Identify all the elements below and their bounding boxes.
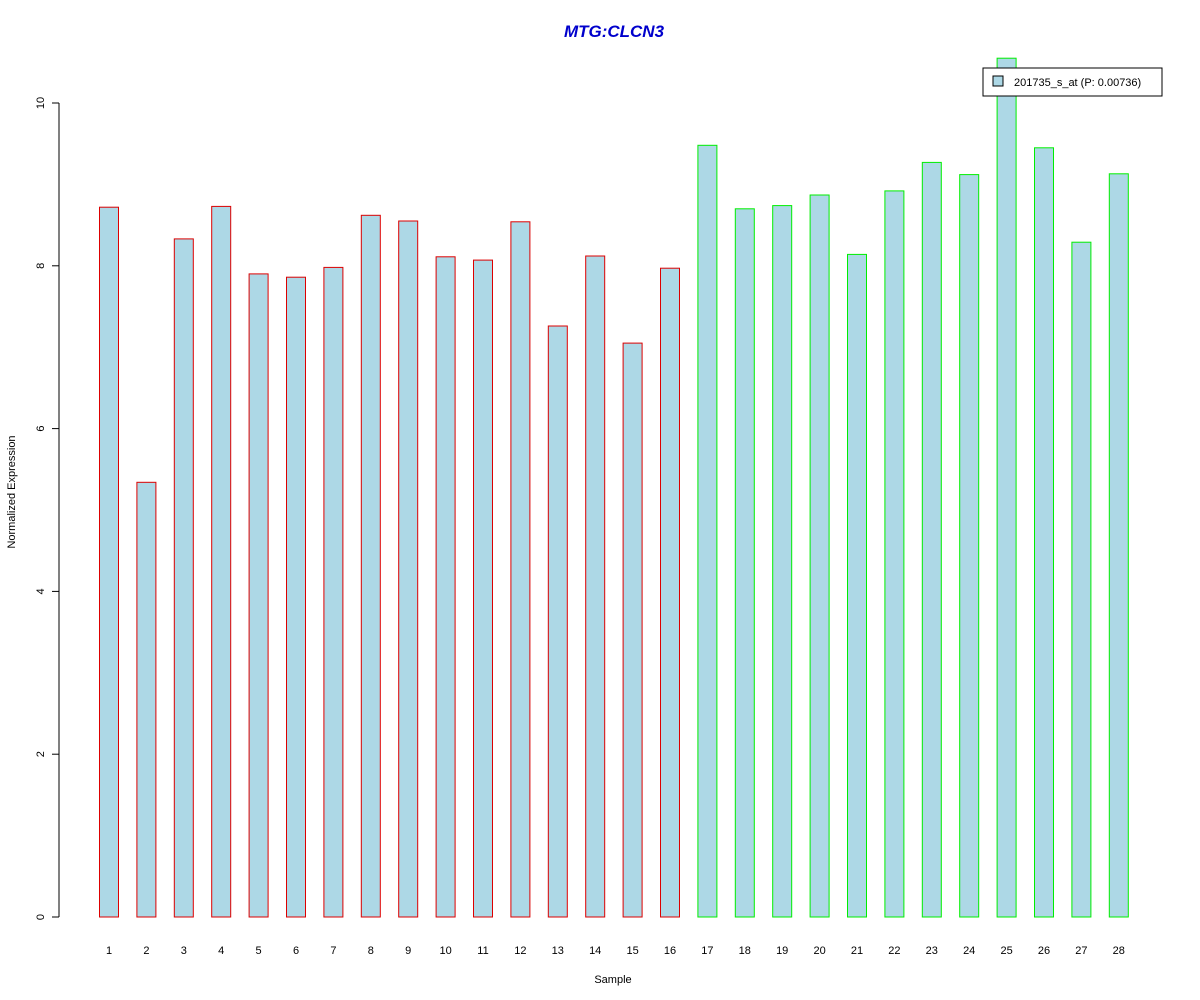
bar xyxy=(660,267,680,918)
bar xyxy=(510,221,531,918)
legend-box xyxy=(982,67,1163,97)
chart-title: MTG:CLCN3 xyxy=(564,22,665,41)
x-tick-label: 7 xyxy=(330,945,336,957)
bar xyxy=(547,325,568,918)
x-tick-label: 9 xyxy=(405,945,411,957)
bar xyxy=(809,194,830,918)
bar xyxy=(959,174,980,918)
y-tick-label: 2 xyxy=(35,751,47,757)
bar xyxy=(1108,173,1129,918)
bar xyxy=(286,276,306,918)
bar xyxy=(99,206,119,918)
x-tick-label: 13 xyxy=(552,945,564,957)
y-tick-label: 10 xyxy=(35,97,47,109)
bar xyxy=(921,161,942,918)
y-tick-label: 4 xyxy=(35,588,47,594)
x-tick-label: 10 xyxy=(439,945,451,957)
y-axis: 0 2 4 6 8 10 xyxy=(35,97,60,920)
bar xyxy=(248,273,269,918)
x-tick-label: 2 xyxy=(143,945,149,957)
x-tick-label: 6 xyxy=(293,945,299,957)
x-tick-label: 11 xyxy=(477,945,488,957)
bar xyxy=(734,208,755,918)
bar xyxy=(173,238,194,918)
x-tick-label: 27 xyxy=(1075,945,1087,957)
y-tick-label: 8 xyxy=(35,263,47,269)
y-tick-label: 0 xyxy=(35,914,47,920)
bar xyxy=(1034,147,1054,918)
bar xyxy=(398,220,419,918)
x-tick-label: 8 xyxy=(368,945,374,957)
bar xyxy=(360,214,381,918)
bar xyxy=(473,259,493,918)
legend-label: 201735_s_at (P: 0.00736) xyxy=(1014,77,1141,89)
x-tick-label: 4 xyxy=(218,945,224,957)
x-tick-label: 18 xyxy=(739,945,751,957)
legend-swatch xyxy=(992,75,1004,87)
x-axis-label: Sample xyxy=(594,974,631,986)
bar xyxy=(136,481,157,918)
bar xyxy=(585,255,606,918)
legend: 201735_s_at (P: 0.00736) xyxy=(982,67,1163,97)
x-tick-label: 1 xyxy=(106,945,112,957)
bar xyxy=(884,190,905,918)
x-tick-label: 20 xyxy=(813,945,825,957)
bar xyxy=(1071,241,1092,918)
bar xyxy=(211,205,232,918)
x-tick-labels: 1 2 3 4 5 6 7 8 9 10 11 12 13 14 15 16 17 18 19 20 21 22 23 24 2… xyxy=(106,945,1125,957)
x-tick-label: 25 xyxy=(1000,945,1012,957)
x-tick-label: 15 xyxy=(626,945,638,957)
x-tick-label: 14 xyxy=(589,945,601,957)
x-tick-label: 5 xyxy=(256,945,262,957)
bar xyxy=(323,266,344,918)
x-tick-label: 12 xyxy=(514,945,526,957)
y-tick-label: 6 xyxy=(35,426,47,432)
x-tick-label: 19 xyxy=(776,945,788,957)
bars xyxy=(99,57,1129,918)
y-axis-label: Normalized Expression xyxy=(6,435,18,548)
x-tick-label: 17 xyxy=(701,945,713,957)
x-tick-label: 26 xyxy=(1038,945,1050,957)
x-tick-label: 16 xyxy=(664,945,676,957)
bar xyxy=(622,342,643,918)
bar xyxy=(996,57,1017,918)
bar xyxy=(697,144,718,918)
bar xyxy=(772,205,793,918)
x-tick-label: 24 xyxy=(963,945,975,957)
x-tick-label: 21 xyxy=(851,945,863,957)
x-tick-label: 22 xyxy=(888,945,900,957)
bar xyxy=(435,256,456,918)
bar xyxy=(847,253,867,918)
x-tick-label: 23 xyxy=(926,945,938,957)
x-tick-label: 28 xyxy=(1113,945,1125,957)
x-tick-label: 3 xyxy=(181,945,187,957)
